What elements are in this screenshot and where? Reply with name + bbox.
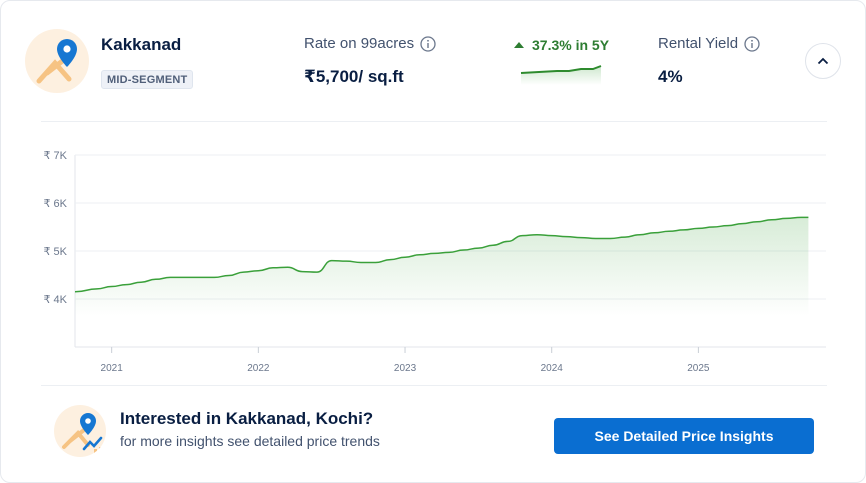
cta-subtitle: for more insights see detailed price tre…: [120, 433, 380, 449]
rental-yield-label-text: Rental Yield: [658, 35, 738, 52]
see-price-insights-button[interactable]: See Detailed Price Insights: [554, 418, 814, 454]
map-pin-trend-icon: [54, 405, 106, 457]
x-tick-label: 2023: [394, 363, 417, 374]
info-icon[interactable]: [744, 36, 760, 52]
growth-sparkline: [519, 61, 603, 85]
arrow-up-icon: [514, 42, 524, 48]
locality-name: Kakkanad: [101, 35, 181, 55]
y-tick-label: ₹ 5K: [43, 246, 67, 258]
y-tick-label: ₹ 7K: [43, 150, 67, 162]
price-trend-chart: ₹ 7K ₹ 6K ₹ 5K ₹ 4K 2021 2022 2023 2024 2025: [1, 131, 866, 381]
y-tick-label: ₹ 6K: [43, 198, 67, 210]
map-pin-icon: [25, 29, 89, 93]
rate-label-text: Rate on 99acres: [304, 35, 414, 52]
chevron-up-icon: [817, 57, 829, 65]
x-tick-label: 2022: [247, 363, 270, 374]
segment-tag: MID-SEGMENT: [101, 70, 193, 89]
rate-label: Rate on 99acres: [304, 35, 436, 52]
rental-yield-label: Rental Yield: [658, 35, 760, 52]
price-area: [75, 217, 808, 315]
cta-title: Interested in Kakkanad, Kochi?: [120, 409, 373, 429]
growth-text: 37.3% in 5Y: [532, 37, 609, 53]
y-tick-label: ₹ 4K: [43, 294, 67, 306]
header-divider: [41, 121, 827, 122]
locality-badge: [25, 29, 89, 93]
x-tick-label: 2024: [541, 363, 564, 374]
info-icon[interactable]: [420, 36, 436, 52]
x-tick-label: 2025: [687, 363, 710, 374]
chart-divider: [41, 385, 827, 386]
rate-value: ₹5,700/ sq.ft: [304, 67, 404, 87]
x-tick-label: 2021: [101, 363, 124, 374]
rental-yield-value: 4%: [658, 67, 683, 87]
collapse-button[interactable]: [805, 43, 841, 79]
cta-badge: [54, 405, 106, 457]
growth-indicator: 37.3% in 5Y: [514, 37, 609, 53]
